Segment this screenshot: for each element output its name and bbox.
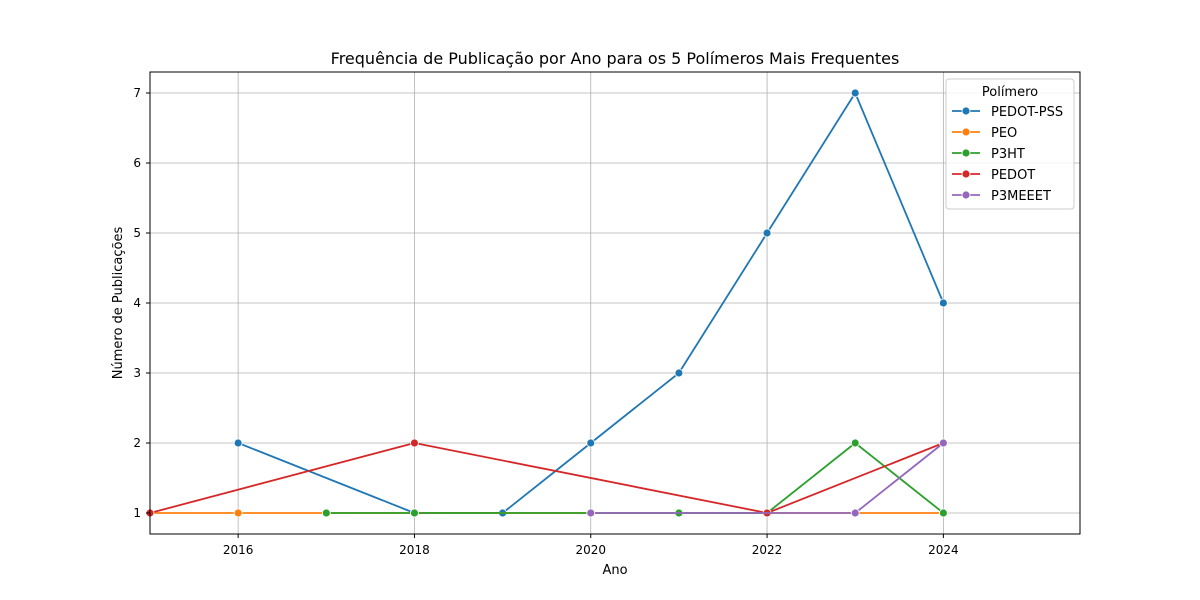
x-tick-label: 2020 (575, 543, 606, 557)
data-point-p3meeet (586, 508, 596, 518)
y-tick-label: 5 (133, 226, 141, 240)
data-point-pedot-pss (674, 368, 684, 378)
data-point-p3ht (410, 508, 419, 518)
series-layer (145, 88, 948, 518)
legend-label: P3HT (991, 147, 1025, 162)
data-point-p3ht (850, 438, 860, 448)
legend-entry-p3meeet: P3MEEET (952, 189, 1051, 204)
data-point-pedot-pss (938, 298, 948, 308)
x-tick-label: 2016 (223, 543, 254, 557)
y-tick-label: 6 (133, 156, 141, 170)
legend-label: PEDOT (991, 168, 1035, 183)
data-point-p3ht (938, 508, 948, 518)
data-point-peo (233, 508, 243, 518)
x-tick-label: 2022 (752, 543, 783, 557)
legend-swatch-marker (961, 127, 971, 137)
data-point-p3meeet (850, 508, 860, 518)
legend: Polímero PEDOT-PSS PEO P3HT PEDOT P3MEEET (945, 78, 1075, 210)
legend-entries: PEDOT-PSS PEO P3HT PEDOT P3MEEET (952, 105, 1063, 204)
data-point-p3ht (321, 508, 331, 518)
y-tick-label: 7 (133, 86, 141, 100)
data-point-p3meeet (938, 438, 948, 448)
legend-title: Polímero (982, 85, 1038, 100)
x-tick-label: 2018 (399, 543, 430, 557)
series-line-pedot (149, 442, 944, 514)
legend-label: P3MEEET (991, 189, 1051, 204)
data-point-pedot-pss (233, 438, 243, 448)
legend-entry-peo: PEO (952, 126, 1017, 141)
legend-label: PEDOT-PSS (991, 105, 1063, 120)
legend-label: PEO (991, 126, 1017, 141)
series-line-p3ht (326, 442, 944, 514)
chart-title: Frequência de Publicação por Ano para os… (331, 49, 900, 68)
x-tick-label: 2024 (928, 543, 959, 557)
legend-entry-pedot: PEDOT (952, 168, 1035, 183)
legend-swatch-marker (961, 148, 971, 158)
y-axis-label: Número de Publicações (111, 227, 126, 380)
series-p3meeet (586, 438, 948, 518)
legend-swatch-marker (961, 190, 971, 200)
legend-entry-pedot-pss: PEDOT-PSS (952, 105, 1063, 120)
legend-swatch-marker (961, 169, 971, 179)
y-tick-label: 1 (133, 506, 141, 520)
legend-swatch-marker (961, 106, 971, 116)
legend-entry-p3ht: P3HT (952, 147, 1025, 162)
x-axis-label: Ano (602, 563, 627, 578)
y-tick-label: 2 (133, 436, 141, 450)
y-axis: 1 2 3 4 5 6 7 (133, 86, 150, 520)
data-point-pedot (410, 438, 419, 448)
data-point-pedot-pss (586, 438, 596, 448)
y-tick-label: 3 (133, 366, 141, 380)
data-point-pedot-pss (762, 228, 772, 238)
x-axis: 2016 2018 2020 2022 2024 (223, 534, 959, 557)
data-point-pedot-pss (850, 88, 860, 98)
y-tick-label: 4 (133, 296, 141, 310)
